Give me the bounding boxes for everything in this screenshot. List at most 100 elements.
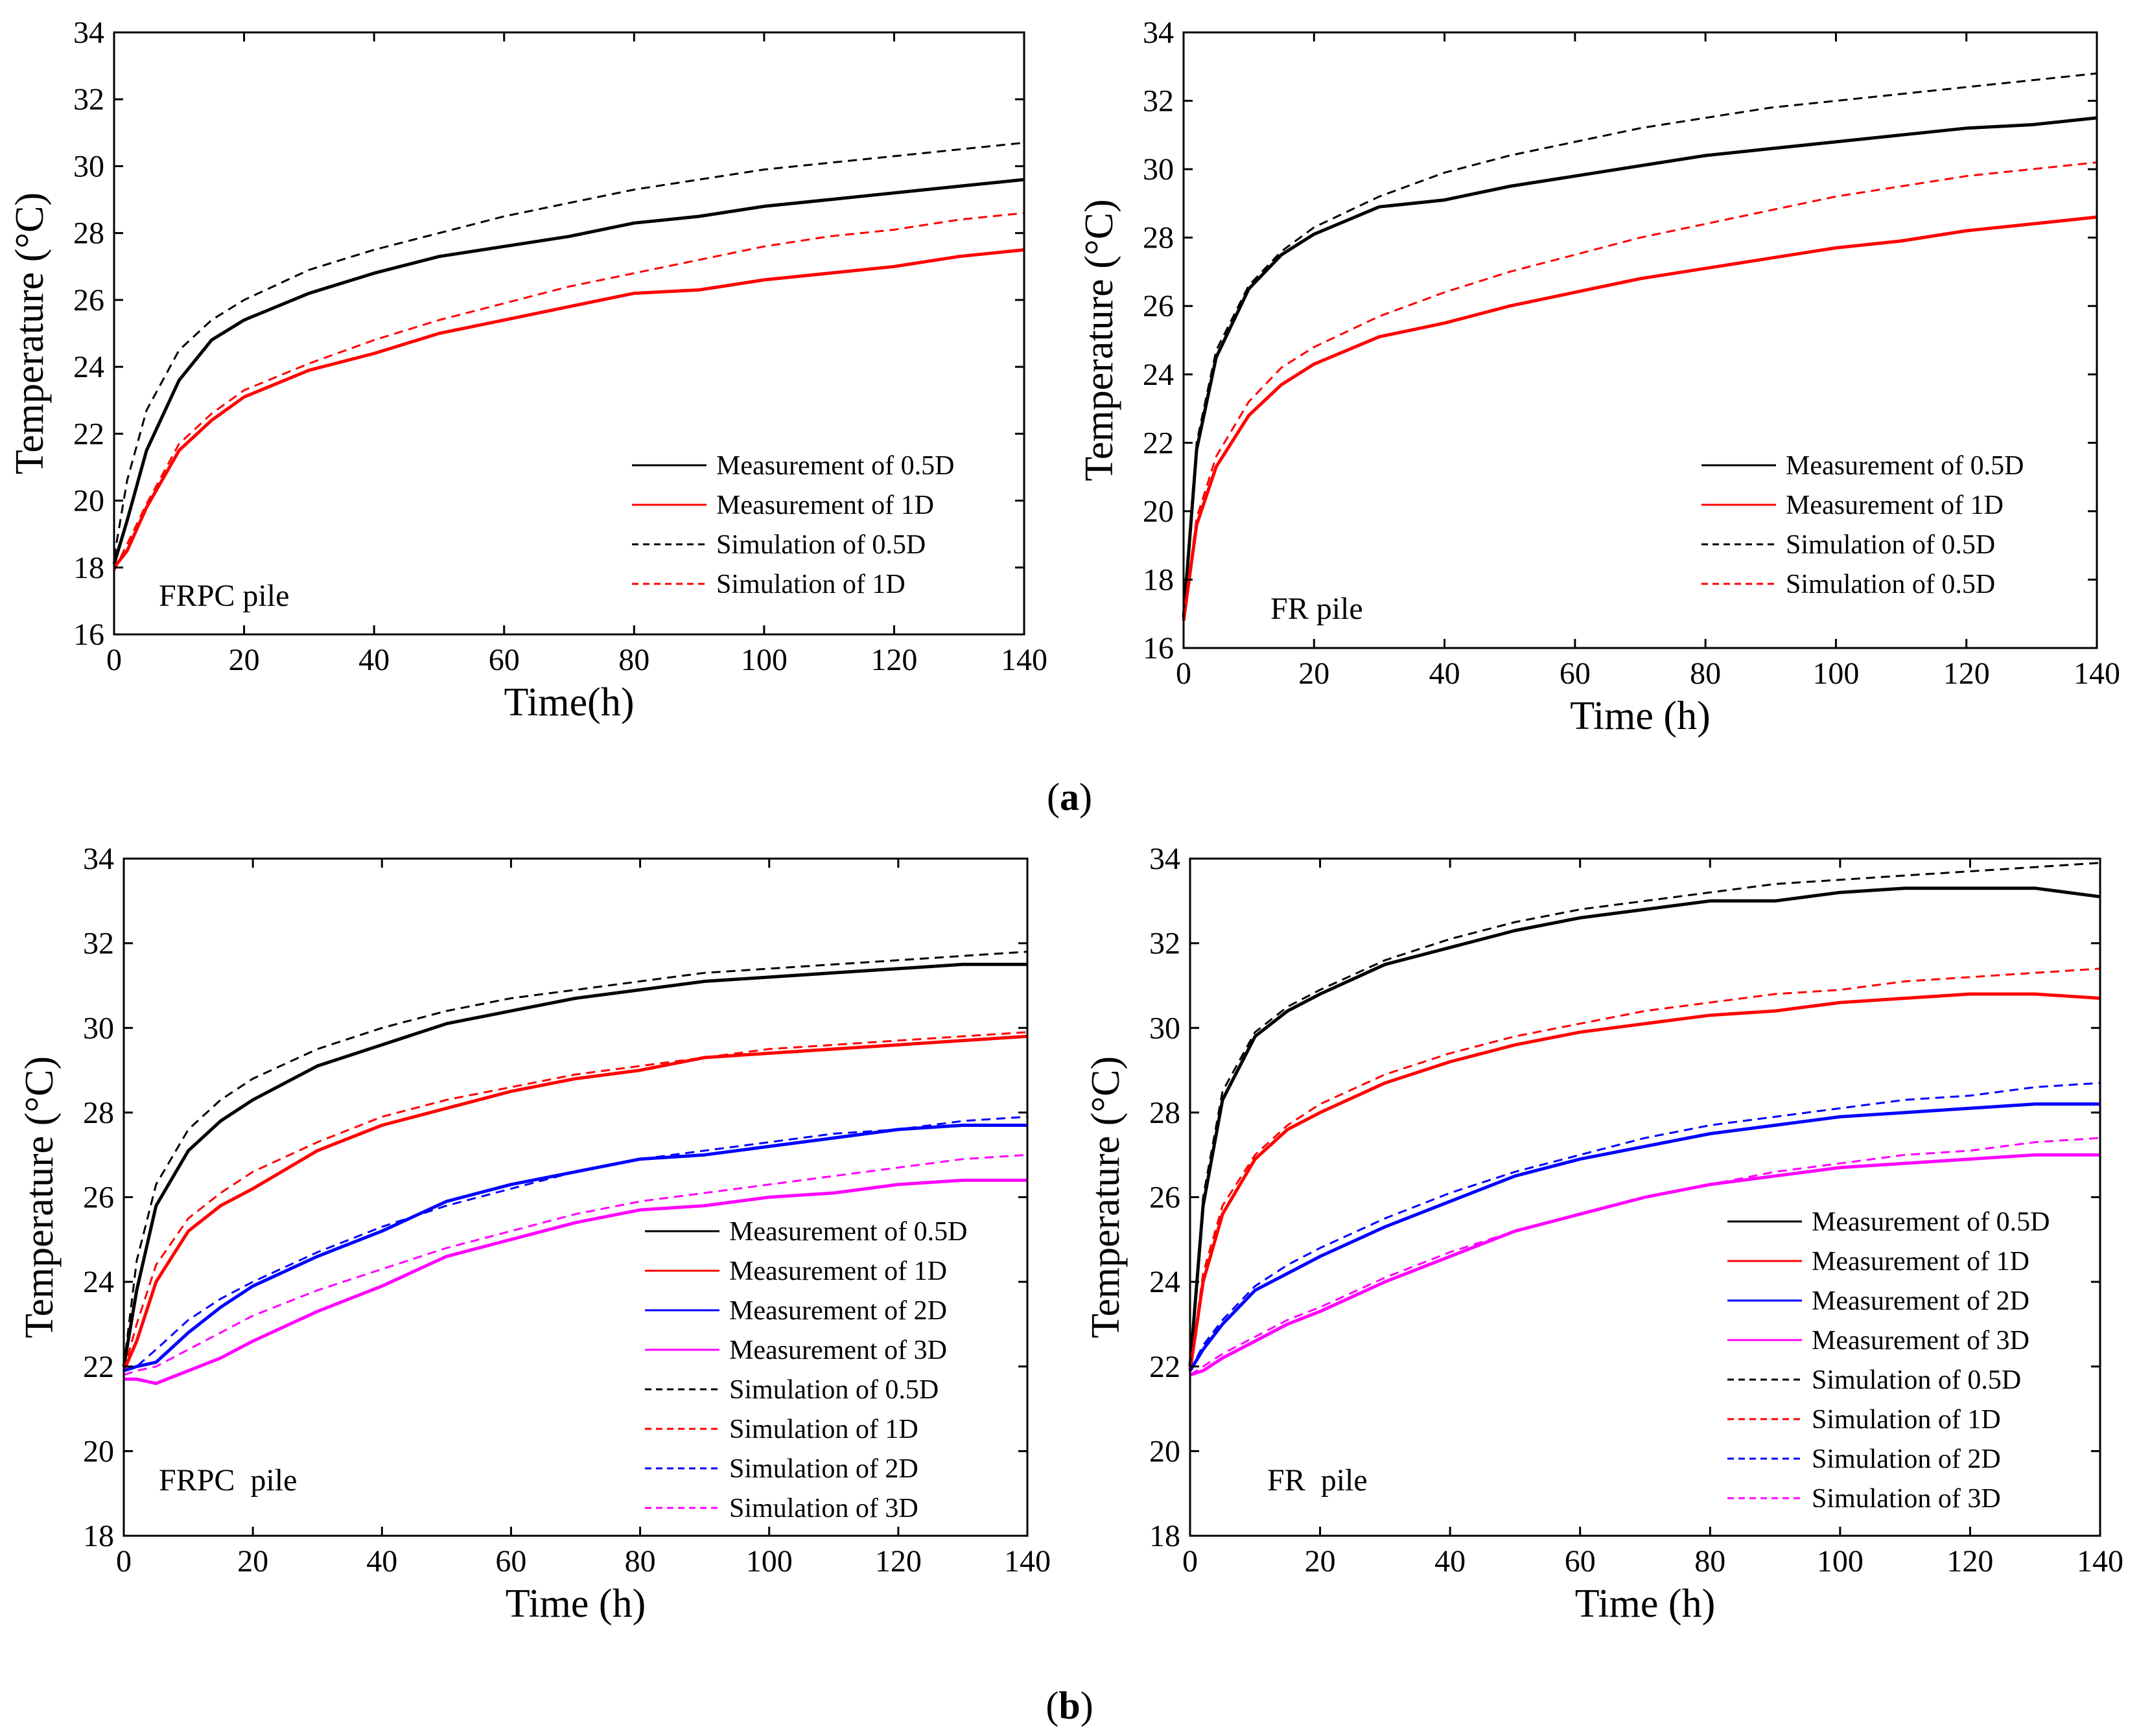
legend-label: Simulation of 2D [729,1454,918,1484]
panel-label: FR pile [1267,1463,1368,1498]
y-tick-label: 30 [1143,152,1174,187]
x-tick-label: 0 [1182,1544,1198,1579]
legend-label: Measurement of 3D [1812,1326,2029,1356]
legend-label: Simulation of 1D [729,1415,918,1444]
series-line-3 [113,141,1025,558]
y-tick-label: 26 [1143,289,1174,323]
y-tick-label: 34 [1143,16,1174,50]
y-tick-label: 20 [1143,494,1174,529]
series-line-1 [122,962,1027,1367]
y-axis-title: Temperature (°C) [18,1056,62,1338]
x-tick-label: 80 [625,1544,656,1579]
y-tick-label: 32 [1143,84,1174,119]
x-axis-title: Time (h) [1570,694,1710,738]
y-tick-label: 28 [1143,221,1174,255]
legend-label: Simulation of 0.5D [1786,570,1995,599]
legend-label: Simulation of 3D [729,1494,918,1523]
series-group [112,141,1025,572]
series-group [1182,72,2098,621]
series-line-3 [1188,1102,2100,1372]
x-axis-title: Time (h) [1575,1582,1715,1626]
y-tick-label: 32 [83,927,114,961]
y-tick-label: 16 [73,618,104,652]
x-axis-title: Time (h) [506,1582,646,1626]
plot-frame [113,31,1025,636]
legend-label: Measurement of 0.5D [716,451,954,481]
x-tick-label: 40 [366,1544,397,1579]
x-tick-label: 100 [1817,1544,1864,1579]
series-line-8 [1189,1137,2101,1376]
series-line-5 [123,951,1028,1367]
x-tick-label: 40 [1434,1544,1466,1579]
y-tick-label: 32 [73,82,104,117]
y-tick-label: 34 [83,842,114,876]
y-tick-label: 32 [1149,927,1180,961]
series-line-4 [1182,161,2098,618]
y-tick-label: 20 [73,484,104,518]
x-tick-label: 120 [875,1544,922,1579]
y-tick-label: 18 [1149,1519,1180,1553]
y-tick-label: 24 [1149,1265,1180,1299]
panels: 0 20 40 60 80 100 120 140 16 18 20 22 24 26 28 30 32 34 Ti… [8,16,2123,1626]
y-tick-label: 18 [73,551,104,585]
caption-a-close: ) [1079,776,1092,818]
series-line-2 [1182,215,2098,621]
y-tick-label: 30 [73,149,104,183]
y-tick-label: 28 [1149,1096,1180,1130]
legend: Measurement of 0.5D Measurement of 1D Simu… [632,451,954,599]
legend-label: Measurement of 2D [1812,1286,2029,1316]
caption-b-open: ( [1046,1684,1058,1727]
x-tick-label: 0 [106,643,122,677]
x-tick-label: 20 [229,643,260,677]
y-tick-label: 22 [1143,426,1174,460]
y-tick-label: 22 [73,417,104,451]
y-tick-label: 26 [73,283,104,318]
x-tick-label: 60 [1565,1544,1596,1579]
series-line-1 [1188,886,2101,1367]
x-tick-label: 20 [237,1544,268,1579]
series-line-8 [123,1153,1028,1376]
chart-panel-2: 0 20 40 60 80 100 120 140 16 18 20 22 24 26 28 30 32 34 Ti… [1077,16,2120,738]
caption-a-open: ( [1047,776,1060,818]
legend-label: Simulation of 1D [716,570,906,599]
x-axis-title: Time(h) [504,680,635,724]
y-axis-title: Temperature (°C) [1084,1056,1128,1338]
x-tick-label: 140 [1001,643,1047,677]
legend-label: Simulation of 0.5D [1786,530,1995,560]
panel-label: FR pile [1270,592,1363,626]
legend-label: Measurement of 1D [1812,1247,2029,1277]
x-tick-label: 60 [1560,656,1591,691]
caption-b: (b) [1046,1684,1093,1727]
x-tick-label: 140 [1004,1544,1051,1579]
legend-label: Simulation of 0.5D [729,1375,939,1405]
series-line-4 [124,1178,1027,1385]
y-axis-title: Temperature (°C) [1077,199,1121,481]
chart-panel-4: 0 20 40 60 80 100 120 140 18 20 22 24 26 28 30 32 34 Time… [1084,842,2123,1626]
series-line-6 [1189,967,2101,1371]
x-tick-label: 140 [2074,656,2120,691]
x-tick-label: 40 [358,643,390,677]
y-axis-title: Temperature (°C) [8,192,52,474]
legend: Measurement of 0.5D Measurement of 1D Meas… [645,1217,967,1523]
x-tick-label: 120 [1943,656,1990,691]
y-tick-label: 22 [1149,1350,1180,1384]
x-tick-label: 140 [2077,1544,2123,1579]
legend-label: Measurement of 0.5D [1786,451,2024,481]
legend-label: Measurement of 0.5D [1812,1207,2050,1237]
x-tick-label: 100 [746,1544,793,1579]
legend-label: Measurement of 3D [729,1336,947,1365]
y-tick-label: 30 [1149,1011,1180,1045]
series-group [122,951,1028,1385]
x-tick-label: 100 [741,643,788,677]
caption-a-letter: a [1060,776,1079,818]
series-line-2 [113,248,1025,569]
legend-label: Simulation of 0.5D [1812,1365,2021,1395]
series-line-1 [112,178,1025,565]
caption-b-letter: b [1058,1684,1080,1727]
y-tick-label: 22 [83,1350,114,1384]
x-tick-label: 60 [495,1544,526,1579]
y-tick-label: 18 [83,1519,114,1553]
x-tick-label: 80 [1694,1544,1725,1579]
series-line-1 [1182,116,2098,618]
x-tick-label: 100 [1812,656,1859,691]
